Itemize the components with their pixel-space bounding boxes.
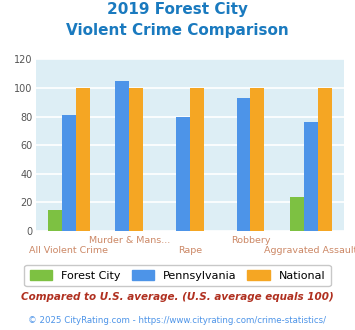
Bar	[176, 116, 190, 231]
Bar	[48, 210, 62, 231]
Text: Violent Crime Comparison: Violent Crime Comparison	[66, 23, 289, 38]
Legend: Forest City, Pennsylvania, National: Forest City, Pennsylvania, National	[24, 265, 331, 286]
Bar	[76, 88, 90, 231]
Text: Aggravated Assault: Aggravated Assault	[264, 246, 355, 255]
Bar	[115, 81, 129, 231]
Text: Murder & Mans...: Murder & Mans...	[89, 236, 170, 245]
Text: Rape: Rape	[178, 246, 202, 255]
Text: © 2025 CityRating.com - https://www.cityrating.com/crime-statistics/: © 2025 CityRating.com - https://www.city…	[28, 316, 327, 325]
Bar	[129, 88, 143, 231]
Text: Robbery: Robbery	[231, 236, 270, 245]
Text: 2019 Forest City: 2019 Forest City	[107, 2, 248, 16]
Bar	[190, 88, 204, 231]
Bar	[236, 98, 251, 231]
Bar	[251, 88, 264, 231]
Bar	[304, 122, 318, 231]
Text: Compared to U.S. average. (U.S. average equals 100): Compared to U.S. average. (U.S. average …	[21, 292, 334, 302]
Bar	[318, 88, 332, 231]
Text: All Violent Crime: All Violent Crime	[29, 246, 108, 255]
Bar	[290, 197, 304, 231]
Bar	[62, 115, 76, 231]
